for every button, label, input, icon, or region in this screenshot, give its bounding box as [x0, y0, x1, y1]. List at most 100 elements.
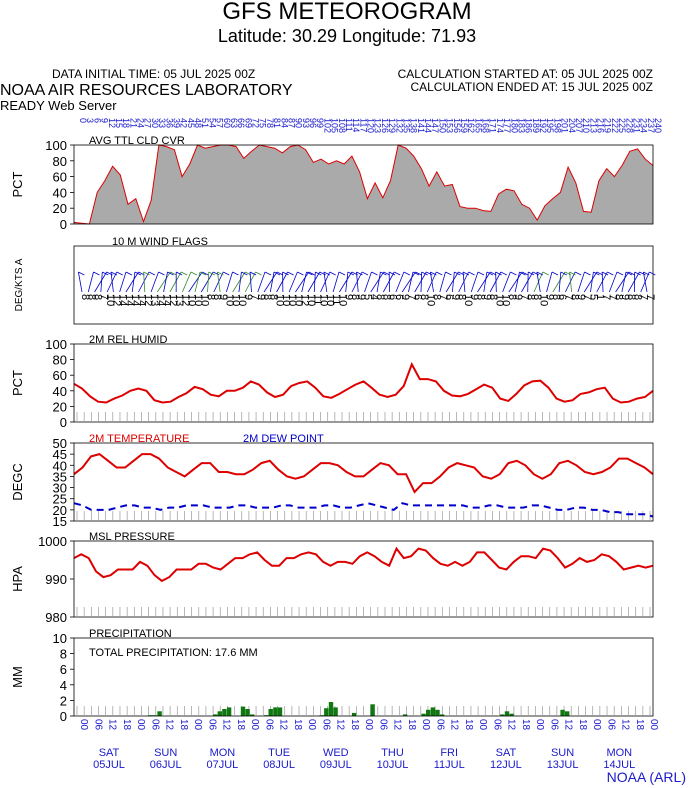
wind-speed-label: 7	[98, 294, 110, 300]
wind-barb	[462, 271, 466, 293]
wind-speed-label: 8	[487, 294, 499, 300]
wind-barb-flag	[628, 271, 635, 276]
time-label: 06	[263, 719, 274, 731]
forecast-hour-label: 219	[603, 118, 613, 133]
wind-speed-label: 9	[575, 294, 587, 300]
forecast-hour-label: 129	[387, 118, 397, 133]
precip-bar	[263, 715, 269, 716]
time-label: 12	[449, 719, 460, 731]
wind-speed-label: 6	[387, 294, 399, 300]
wind-barb-flag	[148, 271, 156, 276]
forecast-hour-label: 225	[617, 118, 627, 133]
wind-barb	[188, 271, 203, 293]
wind-barb	[601, 271, 604, 293]
wind-barb-flag	[116, 271, 123, 276]
forecast-hour-label: 171	[488, 118, 498, 133]
y-tick-label: 40	[53, 458, 67, 473]
forecast-hour-label: 231	[631, 118, 641, 133]
wind-speed-label: 9	[255, 294, 267, 300]
forecast-hour-label: 27	[143, 118, 153, 128]
wind-barb	[388, 271, 391, 293]
y-axis-label: PCT	[10, 370, 25, 396]
forecast-hour-label: 24	[136, 118, 146, 128]
wind-speed-label: 9	[544, 294, 556, 300]
wind-speed-label: 7	[644, 294, 656, 300]
forecast-hour-label: 54	[207, 118, 217, 128]
y-tick-label: 60	[53, 368, 67, 383]
precip-bar	[426, 709, 431, 716]
wind-speed-label: 8	[211, 294, 223, 300]
time-label: 12	[392, 719, 403, 731]
wind-barb-flag	[551, 271, 559, 276]
wind-speed-label: 12	[179, 294, 191, 306]
wind-speed-label: 14	[117, 294, 129, 306]
time-label: 06	[377, 719, 388, 731]
wind-speed-label: 7	[606, 294, 618, 300]
forecast-hour-label: 66	[236, 118, 246, 128]
y-tick-label: 80	[53, 353, 67, 368]
wind-barb-flag	[560, 271, 567, 276]
wind-speed-label: 11	[311, 294, 323, 305]
forecast-hour-label: 6	[92, 118, 102, 123]
wind-barb-flag	[306, 271, 313, 276]
wind-speed-label: 4	[368, 294, 380, 300]
wind-barb-flag	[601, 271, 609, 276]
wind-barb	[470, 271, 479, 293]
wind-barb-flag	[625, 271, 633, 276]
wind-barb	[356, 271, 359, 293]
wind-speed-label: 8	[550, 294, 562, 300]
forecast-hour-label: 72	[251, 118, 261, 128]
wind-barb-flag	[361, 271, 369, 276]
wind-barb	[217, 271, 221, 293]
wind-barb	[502, 271, 511, 293]
forecast-hour-label: 117	[358, 118, 368, 132]
wind-speed-label: 8	[380, 294, 392, 300]
precip-bar	[240, 706, 246, 716]
wind-barb-flag	[634, 271, 641, 276]
wind-barb-flag	[649, 271, 656, 276]
wind-barb-flag	[217, 271, 224, 276]
day-date: 07JUL	[207, 759, 239, 771]
wind-speed-label: 12	[167, 294, 179, 306]
wind-barb-flag	[415, 271, 422, 276]
wind-barb-flag	[426, 271, 433, 276]
time-label: 18	[463, 719, 474, 731]
wind-barb-flag	[180, 271, 188, 276]
time-label: 00	[78, 719, 89, 731]
day-of-week: SUN	[551, 747, 574, 759]
wind-barb-flag	[134, 271, 142, 276]
wind-barb	[249, 271, 252, 293]
y-axis-label: PCT	[10, 171, 25, 197]
y-tick-label: 1000	[38, 534, 67, 549]
wind-speed-label: 10	[236, 294, 248, 306]
wind-barb	[558, 271, 562, 293]
wind-barb	[332, 271, 340, 293]
wind-barb	[138, 271, 150, 293]
wind-speed-label: 10	[186, 294, 198, 306]
time-label: 06	[92, 719, 103, 731]
wind-speed-label: 7	[638, 294, 650, 300]
y-tick-label: 20	[53, 201, 67, 216]
time-label: 00	[420, 719, 431, 731]
forecast-hour-label: 234	[639, 118, 649, 133]
forecast-hour-label: 174	[495, 118, 505, 133]
wind-barb	[307, 271, 321, 293]
wind-barb	[263, 271, 278, 293]
wind-barb	[401, 271, 416, 293]
wind-speed-label: 12	[110, 294, 122, 306]
forecast-hour-label: 192	[538, 118, 548, 133]
y-axis-label: HPA	[10, 566, 25, 592]
wind-barb	[489, 271, 502, 293]
time-label: 00	[477, 719, 488, 731]
wind-speed-label: 7	[600, 294, 612, 300]
wind-barb-flag	[356, 271, 363, 276]
wind-speed-label: 6	[412, 294, 424, 300]
forecast-hour-label: 60	[222, 118, 232, 128]
forecast-hour-label: 216	[596, 118, 606, 133]
wind-barb-flag	[607, 271, 614, 276]
wind-speed-label: 10	[280, 294, 292, 306]
forecast-hour-label: 228	[624, 118, 634, 133]
wind-barb-flag	[536, 271, 544, 276]
wind-barb-flag	[208, 271, 215, 276]
